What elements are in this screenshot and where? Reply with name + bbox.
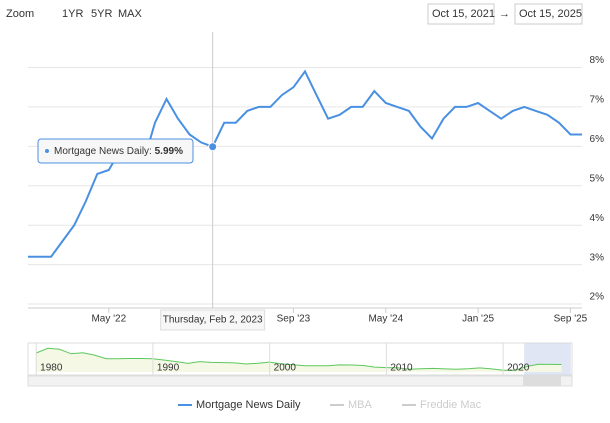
- zoom-button[interactable]: 1YR: [62, 8, 83, 20]
- navigator-area: [36, 348, 562, 372]
- range-from: Oct 15, 2021: [432, 8, 495, 20]
- date-input[interactable]: [514, 3, 583, 25]
- zoom-button[interactable]: MAX: [118, 8, 143, 20]
- tooltip-point: [208, 142, 218, 152]
- range-to: Oct 15, 2025: [519, 8, 582, 20]
- navigator-tick-label: 2010: [390, 363, 413, 374]
- zoom-label: Zoom: [6, 8, 34, 20]
- scrollbar[interactable]: [27, 375, 573, 387]
- x-tick-label: Sep '23: [277, 314, 311, 325]
- tooltip-value: 5.99%: [155, 146, 183, 157]
- legend-label[interactable]: MBA: [348, 399, 373, 411]
- navigator-tick-label: 1980: [40, 363, 63, 374]
- y-tick-label: 6%: [590, 134, 605, 145]
- x-tick-label: May '24: [368, 314, 403, 325]
- legend-label[interactable]: Mortgage News Daily: [196, 399, 301, 411]
- navigator-frame: [27, 342, 573, 376]
- plot: [28, 32, 582, 308]
- zoom-button[interactable]: 5YR: [91, 8, 112, 20]
- range-separator: →: [499, 8, 510, 20]
- tooltip-dot: [45, 149, 49, 153]
- legend-label[interactable]: Freddie Mac: [420, 399, 482, 411]
- tooltip-series: Mortgage News Daily: [54, 146, 149, 157]
- y-tick-label: 7%: [590, 95, 605, 106]
- scrollbar-thumb[interactable]: [523, 376, 561, 386]
- grid: 2% 3% 4% 5% 6% 7% 8% May '22 Sep '23 May '24 Jan '…: [28, 55, 604, 325]
- date-input[interactable]: [427, 3, 495, 25]
- line-series: [28, 69, 582, 258]
- navigator-line: [36, 347, 562, 371]
- tooltip-text: Mortgage News Daily: 5.99%: [54, 146, 183, 157]
- crosshair-label: Thursday, Feb 2, 2023: [163, 315, 263, 326]
- crosshair-label-box: [160, 309, 266, 331]
- y-tick-label: 3%: [590, 252, 605, 263]
- navigator: 1980 1990 2000 2010 2020: [35, 343, 571, 375]
- y-tick-label: 4%: [590, 213, 605, 224]
- y-tick-label: 2%: [590, 292, 605, 303]
- y-tick-label: 5%: [590, 173, 605, 184]
- tooltip-sep: :: [149, 146, 155, 157]
- navigator-tick-label: 2000: [274, 363, 297, 374]
- tooltip: Mortgage News Daily: 5.99% Thursday, Feb …: [37, 138, 266, 331]
- x-tick-label: Sep '25: [554, 314, 588, 325]
- x-tick-label: May '22: [91, 314, 126, 325]
- navigator-tick-label: 1990: [157, 363, 180, 374]
- x-tick-label: Jan '25: [462, 314, 494, 325]
- tooltip-box: [37, 138, 194, 164]
- legend: Mortgage News Daily MBA Freddie Mac: [178, 399, 482, 411]
- y-tick-label: 8%: [590, 55, 605, 66]
- navigator-tick-label: 2020: [507, 363, 530, 374]
